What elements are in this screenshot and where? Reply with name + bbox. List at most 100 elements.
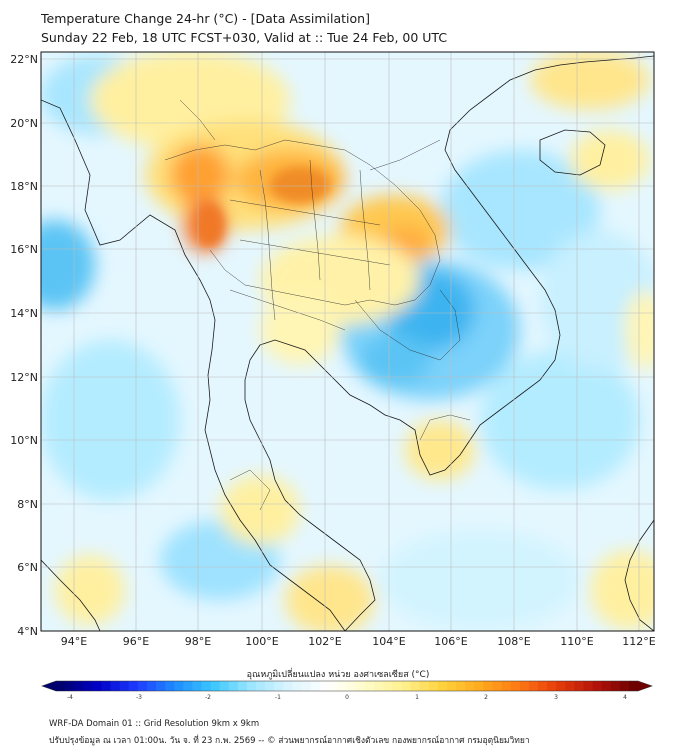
colorbar-swatch	[219, 681, 230, 691]
colorbar-swatch	[419, 681, 430, 691]
lon-label: 96°E	[123, 635, 149, 648]
colorbar-swatch	[492, 681, 502, 691]
colorbar-swatch	[210, 681, 221, 691]
colorbar	[41, 680, 653, 692]
colorbar-swatch	[410, 681, 421, 691]
colorbar-swatch	[356, 681, 366, 691]
colorbar-swatch	[474, 681, 484, 691]
footer-credit: ปรับปรุงข้อมูล ณ เวลา 01:00น. วัน จ. ที่…	[49, 736, 530, 746]
colorbar-swatch	[156, 681, 166, 691]
lon-label: 108°E	[497, 635, 530, 648]
colorbar-ticks: -4 -3 -2 -1 0 1 2 3 4	[67, 694, 627, 701]
colorbar-min-arrow	[42, 681, 56, 691]
colorbar-swatch	[619, 681, 630, 691]
colorbar-swatch	[556, 681, 566, 691]
colorbar-swatch	[365, 681, 375, 691]
footer-domain: WRF-DA Domain 01 :: Grid Resolution 9km …	[49, 719, 260, 729]
lat-label: 22°N	[10, 53, 38, 66]
colorbar-swatch	[165, 681, 175, 691]
colorbar-swatch	[519, 681, 530, 691]
colorbar-swatch	[574, 681, 584, 691]
colorbar-swatch	[310, 681, 321, 691]
colorbar-swatch	[428, 681, 439, 691]
colorbar-swatch	[501, 681, 512, 691]
colorbar-swatch	[347, 681, 357, 691]
colorbar-swatch	[456, 681, 466, 691]
colorbar-swatch	[228, 681, 239, 691]
colorbar-tick: -3	[136, 694, 142, 701]
colorbar-swatch	[447, 681, 457, 691]
colorbar-swatch	[128, 681, 139, 691]
lon-label: 106°E	[434, 635, 467, 648]
lat-label: 12°N	[10, 371, 38, 384]
colorbar-swatch	[592, 681, 603, 691]
lon-label: 98°E	[185, 635, 211, 648]
colorbar-swatch	[83, 681, 93, 691]
plot-frame	[40, 51, 655, 632]
colorbar-swatch	[292, 681, 302, 691]
colorbar-tick: -2	[205, 694, 211, 701]
colorbar-swatch	[383, 681, 393, 691]
lat-label: 6°N	[17, 561, 38, 574]
colorbar-tick: 3	[554, 694, 558, 701]
colorbar-swatch	[283, 681, 293, 691]
lon-label: 102°E	[308, 635, 341, 648]
lat-label: 14°N	[10, 307, 38, 320]
colorbar-swatch	[183, 681, 193, 691]
colorbar-swatch	[537, 681, 548, 691]
colorbar-tick: -4	[67, 694, 73, 701]
colorbar-swatch	[192, 681, 202, 691]
colorbar-swatch	[301, 681, 312, 691]
colorbar-swatch	[510, 681, 521, 691]
colorbar-tick: 1	[415, 694, 419, 701]
colorbar-swatch	[65, 681, 75, 691]
colorbar-swatch	[610, 681, 621, 691]
colorbar-swatch	[583, 681, 593, 691]
lat-label: 8°N	[17, 498, 38, 511]
colorbar-swatch	[101, 681, 111, 691]
colorbar-swatch	[483, 681, 493, 691]
colorbar-swatch	[265, 681, 275, 691]
lat-label: 20°N	[10, 117, 38, 130]
lat-label: 10°N	[10, 434, 38, 447]
colorbar-max-arrow	[638, 681, 652, 691]
colorbar-swatch	[201, 681, 211, 691]
colorbar-swatch	[56, 681, 66, 691]
colorbar-swatch	[237, 681, 248, 691]
colorbar-swatch	[74, 681, 84, 691]
lon-label: 100°E	[245, 635, 278, 648]
colorbar-swatch	[628, 681, 639, 691]
lon-label: 110°E	[560, 635, 593, 648]
colorbar-frame	[41, 680, 653, 692]
colorbar-swatch	[547, 681, 557, 691]
lon-label: 112°E	[622, 635, 655, 648]
colorbar-tick: -1	[275, 694, 281, 701]
map-subtitle: Sunday 22 Feb, 18 UTC FCST+030, Valid at…	[41, 30, 448, 45]
colorbar-swatch	[137, 681, 148, 691]
colorbar-swatch	[328, 681, 339, 691]
colorbar-tick: 2	[484, 694, 488, 701]
colorbar-swatch	[601, 681, 612, 691]
lat-label: 4°N	[17, 625, 38, 638]
map-title: Temperature Change 24-hr (°C) - [Data As…	[41, 11, 370, 26]
colorbar-swatch	[374, 681, 384, 691]
colorbar-swatch	[256, 681, 266, 691]
field-layer	[41, 52, 654, 631]
lat-label: 16°N	[10, 243, 38, 256]
colorbar-swatch	[319, 681, 330, 691]
graticule	[41, 52, 654, 631]
admin-boundaries	[164, 99, 471, 511]
lat-label: 18°N	[10, 180, 38, 193]
colorbar-swatch	[465, 681, 475, 691]
colorbar-swatch	[246, 681, 257, 691]
colorbar-tick: 4	[623, 694, 627, 701]
lon-label: 104°E	[372, 635, 405, 648]
colorbar-swatch	[274, 681, 284, 691]
lon-label: 94°E	[61, 635, 87, 648]
colorbar-swatch	[92, 681, 102, 691]
colorbar-swatch	[110, 681, 121, 691]
colorbar-tick: 0	[345, 694, 349, 701]
colorbar-swatch	[528, 681, 539, 691]
colorbar-swatch	[392, 681, 402, 691]
